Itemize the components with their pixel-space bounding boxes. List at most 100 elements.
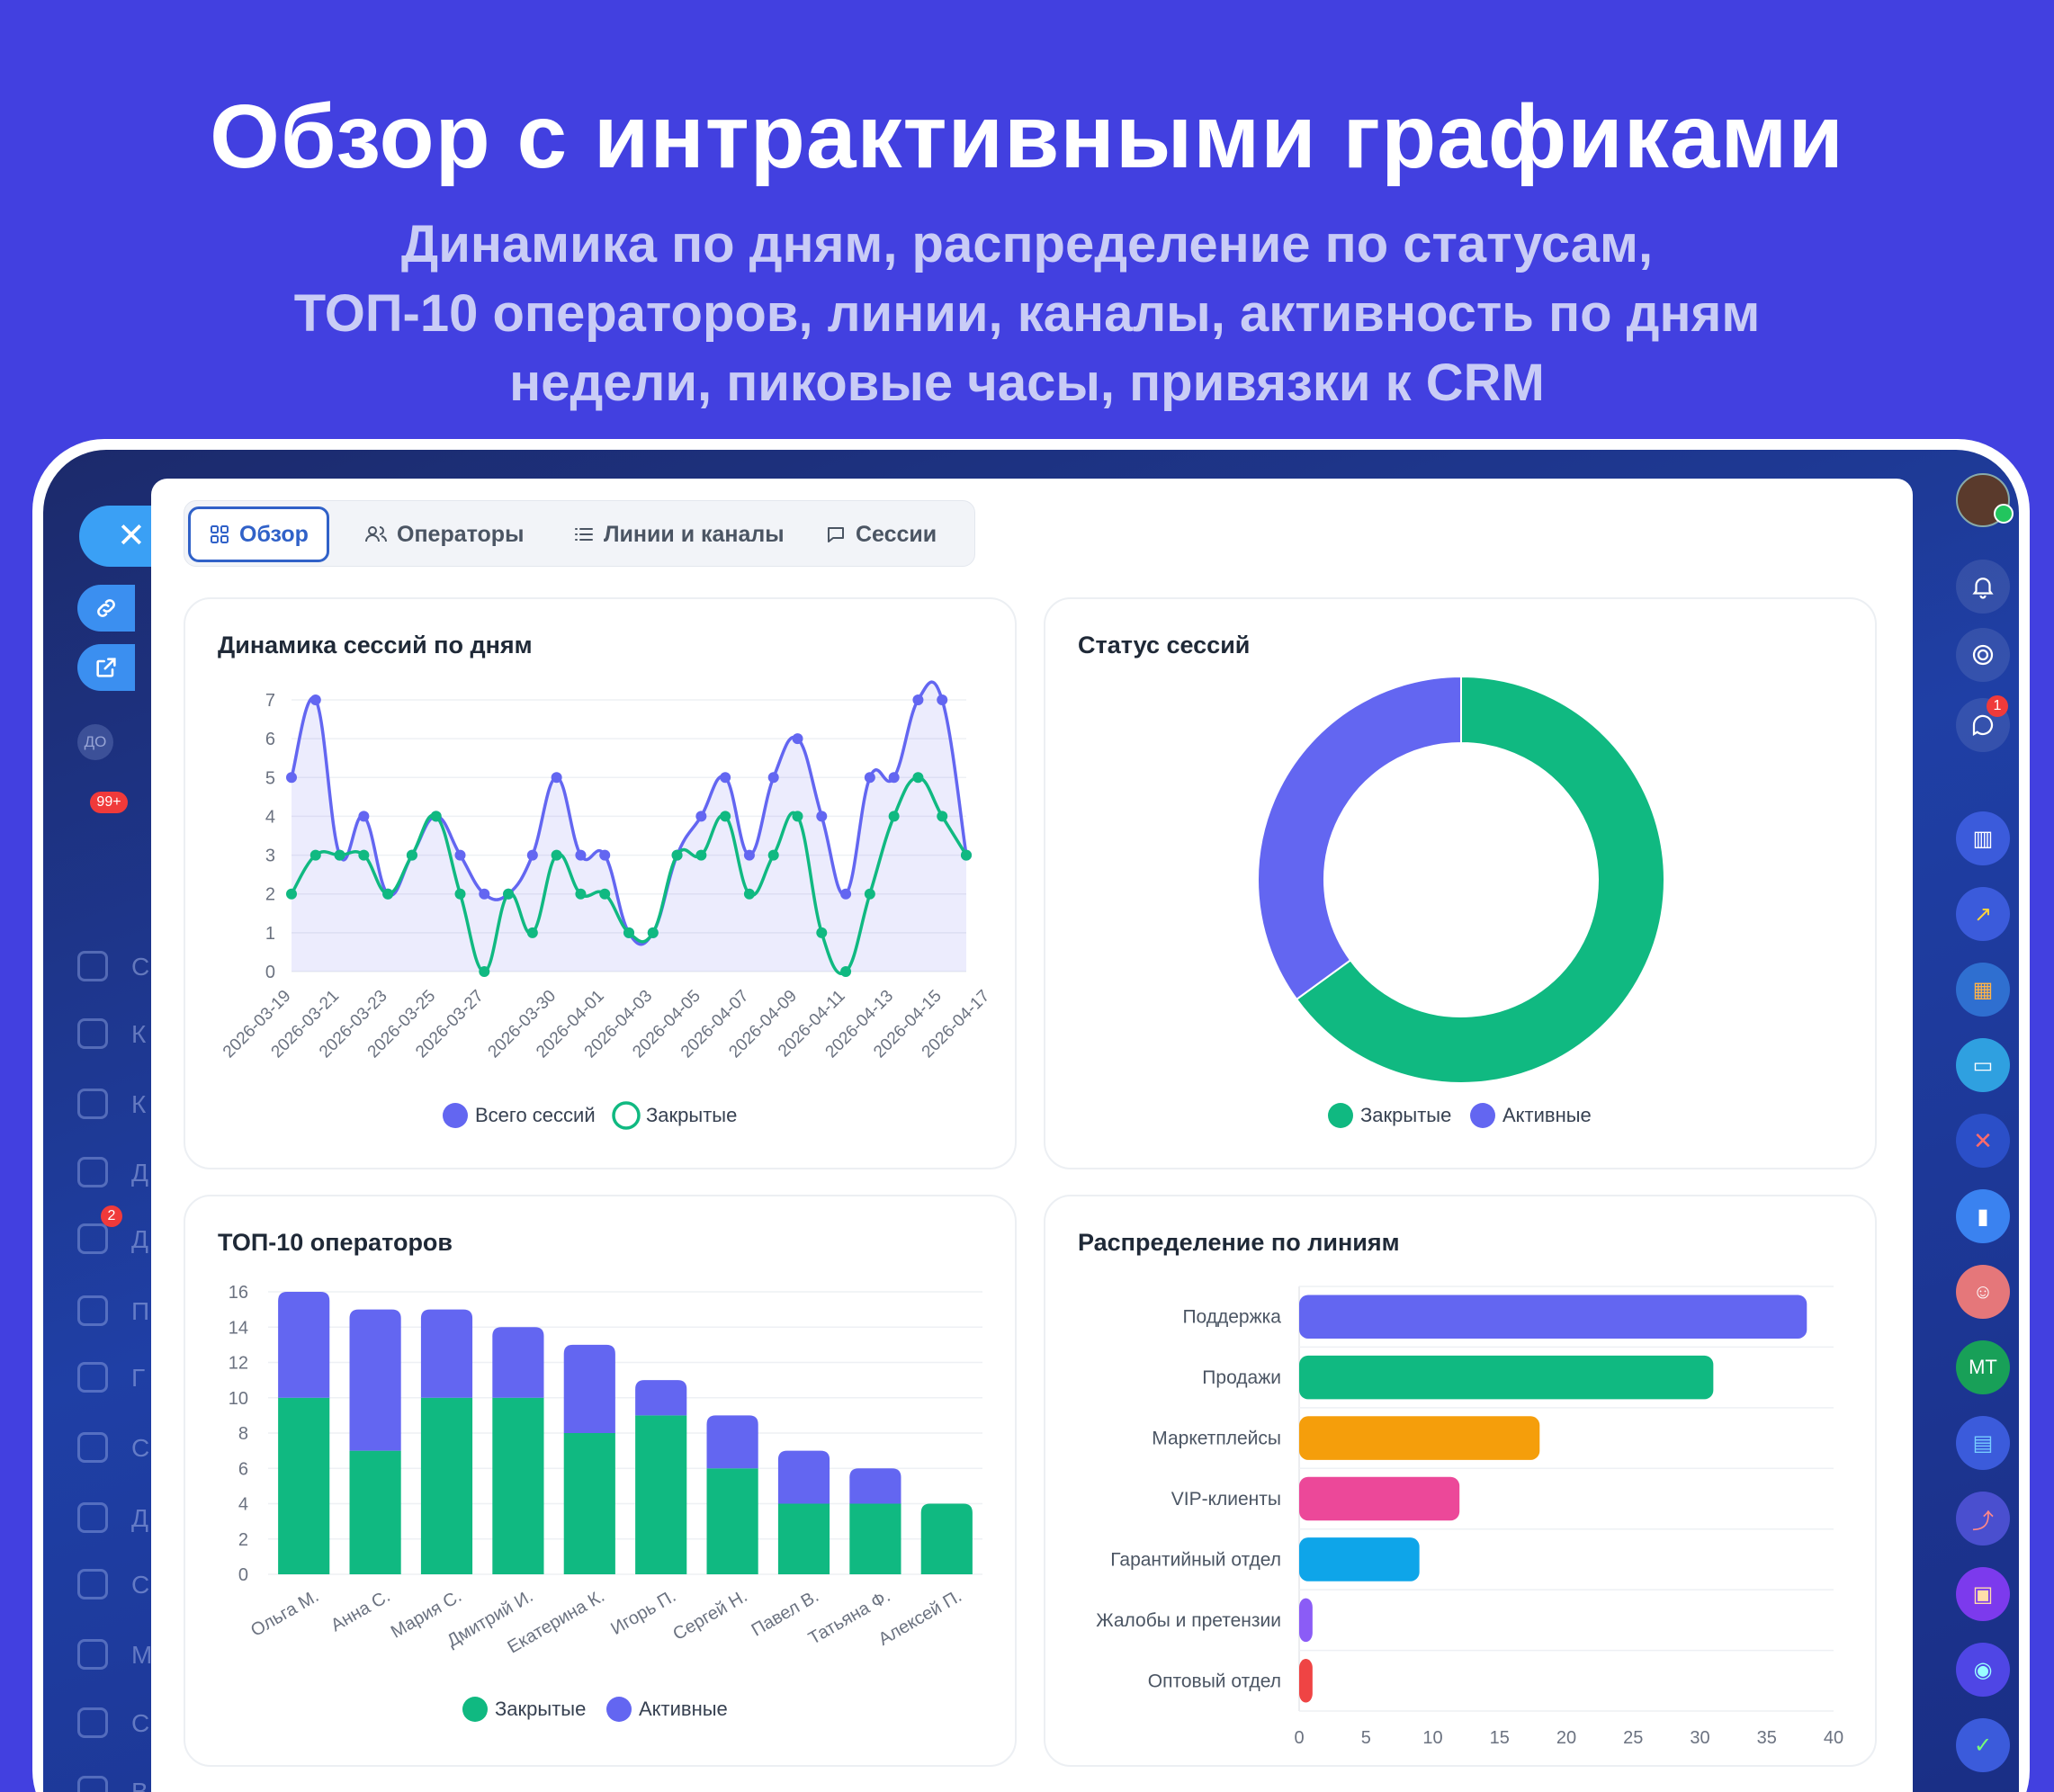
line-chart[interactable]: 012345672026-03-192026-03-212026-03-2320… — [185, 599, 1018, 1171]
data-point — [358, 849, 370, 861]
app-mt-button[interactable]: МТ — [1956, 1340, 2010, 1394]
data-point — [840, 966, 852, 977]
sidebar-item-icon[interactable] — [77, 1502, 108, 1533]
tab-bar: Обзор Операторы Линии и каналы Сессии — [184, 500, 975, 567]
hero-title: Обзор с интрактивными графиками — [210, 86, 1844, 187]
sidebar-item-icon[interactable] — [77, 1362, 108, 1393]
app-reports-button[interactable]: ▤ — [1956, 1416, 2010, 1470]
target-button[interactable] — [1956, 628, 2010, 682]
app-tools-button[interactable]: ✕ — [1956, 1114, 2010, 1168]
notifications-button[interactable] — [1956, 560, 2010, 614]
y-tick-label: 1 — [265, 924, 275, 944]
tab-operators[interactable]: Операторы — [364, 506, 524, 562]
data-point — [479, 966, 490, 977]
data-point — [454, 888, 466, 900]
data-point — [816, 811, 828, 822]
x-tick-label: 0 — [1294, 1728, 1304, 1748]
y-tick-label: 2 — [265, 885, 275, 905]
y-tick-label: 0 — [238, 1565, 248, 1585]
sidebar-item-label: С — [131, 1434, 150, 1462]
data-point — [720, 811, 731, 822]
sidebar-item-icon[interactable] — [77, 1569, 108, 1599]
bar-segment — [706, 1468, 758, 1574]
tools-icon: ✕ — [1973, 1126, 1993, 1154]
data-point — [743, 849, 755, 861]
bar-segment — [849, 1468, 901, 1504]
data-point — [743, 888, 755, 900]
app-analytics-button[interactable]: ▥ — [1956, 811, 2010, 865]
sidebar-item-label: С — [131, 1709, 150, 1737]
tab-sessions[interactable]: Сессии — [825, 506, 937, 562]
x-tick-label: 35 — [1757, 1728, 1777, 1748]
data-point — [526, 927, 538, 938]
data-point — [792, 811, 803, 822]
bar-segment — [706, 1415, 758, 1469]
data-point — [840, 888, 852, 900]
data-point — [767, 849, 779, 861]
top-operators-card: ТОП-10 операторов 0 2 4 6 8 10 12 14 16 Ольга М. А… — [184, 1195, 1017, 1767]
sidebar-item-icon[interactable] — [77, 1223, 108, 1254]
bar — [1299, 1598, 1313, 1643]
x-tick-label: 15 — [1490, 1728, 1510, 1748]
data-point — [767, 772, 779, 784]
sidebar-item-icon[interactable] — [77, 1639, 108, 1670]
avatar[interactable]: ДО — [77, 724, 113, 760]
data-point — [334, 849, 345, 861]
grid-icon — [211, 525, 229, 543]
bar-segment — [278, 1397, 330, 1574]
link-button[interactable] — [77, 585, 135, 632]
sidebar-item-icon[interactable] — [77, 951, 108, 981]
bar-segment — [420, 1309, 473, 1398]
sidebar-item-icon[interactable] — [77, 1776, 108, 1792]
data-point — [575, 849, 587, 861]
bar-segment — [349, 1309, 401, 1451]
tab-overview[interactable]: Обзор — [188, 506, 329, 562]
y-tick-label: Маркетплейсы — [1152, 1429, 1281, 1449]
sidebar-item-icon[interactable] — [77, 1018, 108, 1049]
open-external-button[interactable] — [77, 644, 135, 691]
app-trends-button[interactable]: ⤴ — [1956, 1492, 2010, 1546]
data-point — [526, 849, 538, 861]
y-tick-label: 4 — [265, 807, 275, 827]
x-tick-label: 25 — [1623, 1728, 1643, 1748]
online-status-icon — [1994, 504, 2014, 524]
y-tick-label: 8 — [238, 1424, 248, 1444]
app-check-button[interactable]: ✓ — [1956, 1718, 2010, 1772]
horizontal-bar-chart[interactable]: Поддержка Продажи Маркетплейсы VIP-клиенты Г… — [1045, 1196, 1879, 1769]
report-icon: ▤ — [1972, 1430, 1994, 1456]
app-bot-button[interactable]: ◉ — [1956, 1643, 2010, 1697]
y-tick-label: 10 — [229, 1389, 248, 1409]
badge-count: 99+ — [90, 792, 128, 813]
app-docs-button[interactable]: ▣ — [1956, 1567, 2010, 1621]
app-bookmark-button[interactable]: ▮ — [1956, 1189, 2010, 1243]
app-messages-button[interactable]: ▭ — [1956, 1038, 2010, 1092]
x-tick-label: 30 — [1690, 1728, 1709, 1748]
y-tick-label: 4 — [238, 1495, 248, 1515]
donut-chart[interactable]: Закрытые Активные — [1045, 599, 1879, 1171]
x-tick-label: Игорь П. — [607, 1586, 679, 1639]
sidebar-item-icon[interactable] — [77, 1295, 108, 1326]
data-point — [406, 849, 417, 861]
data-point — [286, 772, 297, 784]
bar-segment — [777, 1503, 830, 1574]
sidebar-item-icon[interactable] — [77, 1707, 108, 1738]
legend-label: Всего сессий — [475, 1104, 596, 1126]
sidebar-item-icon[interactable] — [77, 1089, 108, 1119]
data-point — [937, 694, 948, 705]
app-growth-button[interactable]: ↗ — [1956, 887, 2010, 941]
sidebar-item-icon[interactable] — [77, 1157, 108, 1187]
sidebar-item-label: М — [131, 1641, 153, 1669]
app-kanban-button[interactable]: ▦ — [1956, 963, 2010, 1017]
sidebar-item-icon[interactable] — [77, 1432, 108, 1463]
bar-segment — [278, 1292, 330, 1398]
notification-badge: 1 — [1987, 695, 2008, 717]
data-point — [575, 888, 587, 900]
tab-lines-channels[interactable]: Линии и каналы — [573, 506, 785, 562]
bar-segment — [420, 1397, 473, 1574]
sidebar-item-label: Г — [131, 1364, 146, 1392]
sidebar-item-label: К — [131, 1090, 147, 1118]
pie-slice — [1295, 675, 1665, 1084]
app-assistant-button[interactable]: ☺ — [1956, 1265, 2010, 1319]
data-point — [286, 888, 297, 900]
